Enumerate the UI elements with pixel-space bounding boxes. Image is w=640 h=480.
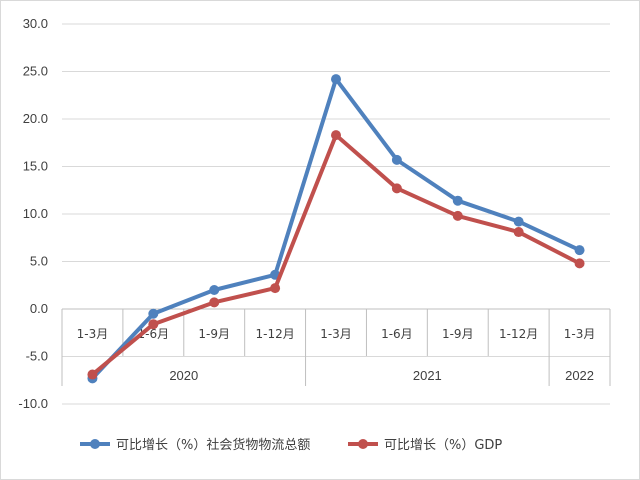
x-tick-label: 1-9月 xyxy=(198,327,230,341)
data-point xyxy=(331,130,341,141)
data-point xyxy=(452,195,463,206)
data-point xyxy=(391,154,402,165)
y-tick-label: 10.0 xyxy=(23,206,48,221)
x-tick-label: 1-3月 xyxy=(564,327,596,341)
legend-marker xyxy=(358,439,368,449)
y-axis: -10.0 -5.0 0.0 5.0 10.0 15.0 20.0 25.0 30.0 xyxy=(18,16,48,411)
data-point xyxy=(148,319,159,330)
legend-label: 可比增长（%）GDP xyxy=(384,438,502,453)
y-tick-label: -10.0 xyxy=(18,396,48,411)
x-tick-label: 1-12月 xyxy=(255,327,294,341)
data-point xyxy=(209,297,220,308)
x-tick-label: 1-6月 xyxy=(381,327,413,341)
y-tick-label: 25.0 xyxy=(23,64,48,79)
data-point xyxy=(513,227,524,238)
data-point xyxy=(209,285,220,295)
data-point xyxy=(513,216,524,227)
y-tick-label: 5.0 xyxy=(30,254,48,269)
series-layer xyxy=(87,74,585,384)
legend-label: 可比增长（%）社会货物物流总额 xyxy=(116,437,310,453)
data-point xyxy=(574,258,585,269)
x-group-label: 2022 xyxy=(565,368,594,383)
category-axis: 1-3月 1-6月 1-9月 1-12月 1-3月 1-6月 1-9月 1-12月 1-3月20… xyxy=(61,308,611,386)
x-group-label: 2021 xyxy=(413,368,442,383)
legend-item: 可比增长（%）GDP xyxy=(348,438,502,453)
data-point xyxy=(574,245,585,256)
data-point xyxy=(331,74,341,85)
data-point xyxy=(452,210,463,221)
x-tick-label: 1-3月 xyxy=(77,327,109,341)
data-point xyxy=(87,369,98,380)
legend-marker xyxy=(90,439,100,449)
data-point xyxy=(391,183,402,194)
y-tick-label: 15.0 xyxy=(23,159,48,174)
legend: 可比增长（%）社会货物物流总额 可比增长（%）GDP xyxy=(80,437,502,453)
y-tick-label: 20.0 xyxy=(23,111,48,126)
series-2 xyxy=(87,130,585,380)
y-tick-label: -5.0 xyxy=(26,349,48,364)
data-point xyxy=(270,283,281,294)
y-tick-label: 30.0 xyxy=(23,16,48,31)
data-point xyxy=(148,308,159,319)
legend-item: 可比增长（%）社会货物物流总额 xyxy=(80,437,310,453)
x-tick-label: 1-3月 xyxy=(320,327,352,341)
x-tick-label: 1-12月 xyxy=(499,327,538,341)
x-tick-label: 1-9月 xyxy=(442,327,474,341)
x-group-label: 2020 xyxy=(169,368,198,383)
y-tick-label: 0.0 xyxy=(30,301,48,316)
